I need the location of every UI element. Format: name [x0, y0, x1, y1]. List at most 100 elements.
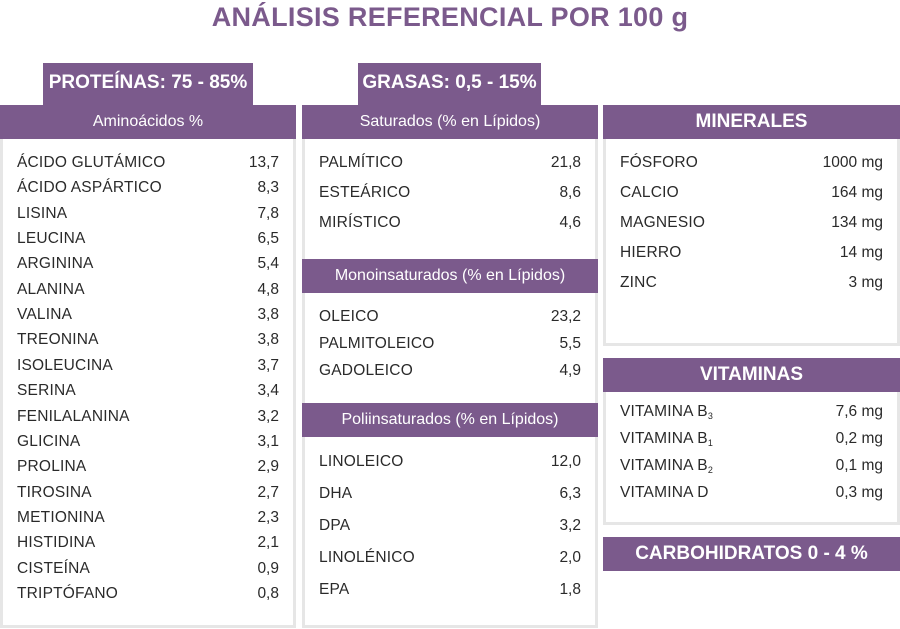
item-value: 4,8	[257, 280, 279, 298]
item-name: VALINA	[17, 306, 72, 324]
item-name-text: MIRÍSTICO	[319, 214, 401, 231]
aminoacidos-list: ÁCIDO GLUTÁMICO 13,7 ÁCIDO ASPÁRTICO 8,3 LIS…	[0, 139, 296, 628]
list-item: VITAMINA B1 0,2 mg	[606, 430, 897, 452]
item-name-text: TRIPTÓFANO	[17, 584, 119, 602]
list-item: DHA 6,3	[305, 485, 595, 507]
item-value: 0,9	[257, 559, 279, 577]
item-name-text: DPA	[319, 517, 351, 534]
list-item: VALINA 3,8	[3, 306, 293, 328]
item-value: 6,3	[559, 485, 581, 502]
item-name: VITAMINA B1	[620, 430, 713, 448]
item-value: 1,8	[559, 581, 581, 598]
item-name: ALANINA	[17, 281, 85, 299]
item-value: 8,6	[559, 184, 581, 201]
list-item: ALANINA 4,8	[3, 281, 293, 303]
monoinsaturados-header: Monoinsaturados (% en Lípidos)	[302, 259, 598, 293]
item-name-text: VALINA	[17, 306, 73, 324]
item-name: SERINA	[17, 382, 76, 400]
list-item: PALMITOLEICO 5,5	[305, 335, 595, 357]
vitaminas-list: VITAMINA B3 7,6 mg VITAMINA B1 0,2 mg VITAMI…	[603, 392, 900, 525]
saturados-list: PALMÍTICO 21,8 ESTEÁRICO 8,6 MIRÍSTICO 4,6	[302, 139, 598, 259]
item-name: PALMÍTICO	[319, 154, 403, 172]
item-name: ZINC	[620, 274, 657, 292]
item-name: ISOLEUCINA	[17, 357, 113, 375]
item-name: ÁCIDO ASPÁRTICO	[17, 179, 162, 197]
item-value: 2,9	[257, 458, 279, 476]
item-name: HIERRO	[620, 244, 681, 262]
item-value: 0,1 mg	[835, 457, 883, 474]
list-item: CALCIO 164 mg	[606, 184, 897, 206]
list-item: HISTIDINA 2,1	[3, 534, 293, 556]
item-name: CISTEÍNA	[17, 560, 90, 578]
item-value: 2,0	[559, 549, 581, 566]
item-name: HISTIDINA	[17, 534, 95, 552]
list-item: FENILALANINA 3,2	[3, 408, 293, 430]
item-name: DHA	[319, 485, 352, 503]
item-name: PROLINA	[17, 458, 86, 476]
list-item: ÁCIDO ASPÁRTICO 8,3	[3, 179, 293, 201]
item-value: 3 mg	[848, 274, 883, 291]
item-name-text: PROLINA	[17, 458, 87, 476]
item-name-text: LINOLEICO	[319, 453, 404, 470]
item-name-text: FENILALANINA	[17, 407, 130, 425]
list-item: DPA 3,2	[305, 517, 595, 539]
item-value: 23,2	[550, 308, 581, 325]
item-name-text: HISTIDINA	[17, 534, 96, 552]
list-item: TIROSINA 2,7	[3, 484, 293, 506]
poliinsaturados-header: Poliinsaturados (% en Lípidos)	[302, 403, 598, 437]
item-value: 1000 mg	[822, 154, 883, 171]
item-name: OLEICO	[319, 308, 379, 326]
list-item: GADOLEICO 4,9	[305, 362, 595, 384]
item-value: 14 mg	[839, 244, 883, 261]
page-title: ANÁLISIS REFERENCIAL POR 100 g	[211, 2, 689, 32]
item-value: 0,2 mg	[835, 430, 883, 447]
item-name-text: ÁCIDO GLUTÁMICO	[17, 154, 166, 171]
item-value: 2,3	[257, 508, 279, 526]
item-name: EPA	[319, 581, 349, 599]
list-item: ARGININA 5,4	[3, 255, 293, 277]
item-value: 8,3	[257, 179, 279, 197]
item-name-text: ESTEÁRICO	[319, 184, 411, 201]
list-item: MIRÍSTICO 4,6	[305, 214, 595, 236]
list-item: SERINA 3,4	[3, 382, 293, 404]
item-value: 2,1	[257, 534, 279, 552]
list-item: VITAMINA B2 0,1 mg	[606, 457, 897, 479]
item-value: 3,1	[257, 432, 279, 450]
item-name: ESTEÁRICO	[319, 184, 410, 202]
item-name-text: SERINA	[17, 382, 76, 400]
item-name-text: MAGNESIO	[620, 214, 706, 231]
item-value: 5,4	[257, 255, 279, 273]
item-name-text: METIONINA	[17, 508, 105, 526]
item-value: 3,4	[257, 382, 279, 400]
item-name: LINOLEICO	[319, 453, 404, 471]
item-name: GADOLEICO	[319, 362, 413, 380]
item-value: 134 mg	[831, 214, 883, 231]
item-name-text: EPA	[319, 581, 350, 598]
minerales-header: MINERALES	[603, 105, 900, 139]
item-name: VITAMINA B3	[620, 403, 713, 421]
item-name: FENILALANINA	[17, 408, 130, 426]
item-value: 0,3 mg	[835, 484, 883, 501]
item-name-text: HIERRO	[620, 244, 682, 261]
item-name: CALCIO	[620, 184, 679, 202]
vitaminas-header: VITAMINAS	[603, 358, 900, 392]
item-subscript: 2	[707, 465, 714, 475]
item-name-text: GLICINA	[17, 432, 81, 450]
item-value: 7,6 mg	[835, 403, 883, 420]
item-value: 0,8	[257, 584, 279, 602]
item-subscript: 3	[707, 411, 714, 421]
list-item: LISINA 7,8	[3, 205, 293, 227]
item-name-text: LINOLÉNICO	[319, 549, 415, 566]
item-value: 3,7	[257, 356, 279, 374]
item-value: 2,7	[257, 483, 279, 501]
list-item: GLICINA 3,1	[3, 433, 293, 455]
item-name: LISINA	[17, 205, 67, 223]
item-name: GLICINA	[17, 433, 80, 451]
list-item: ESTEÁRICO 8,6	[305, 184, 595, 206]
list-item: TRIPTÓFANO 0,8	[3, 585, 293, 607]
item-name: METIONINA	[17, 509, 105, 527]
item-name: TREONINA	[17, 331, 99, 349]
item-name: VITAMINA B2	[620, 457, 713, 475]
item-value: 3,2	[559, 517, 581, 534]
item-value: 3,8	[257, 331, 279, 349]
